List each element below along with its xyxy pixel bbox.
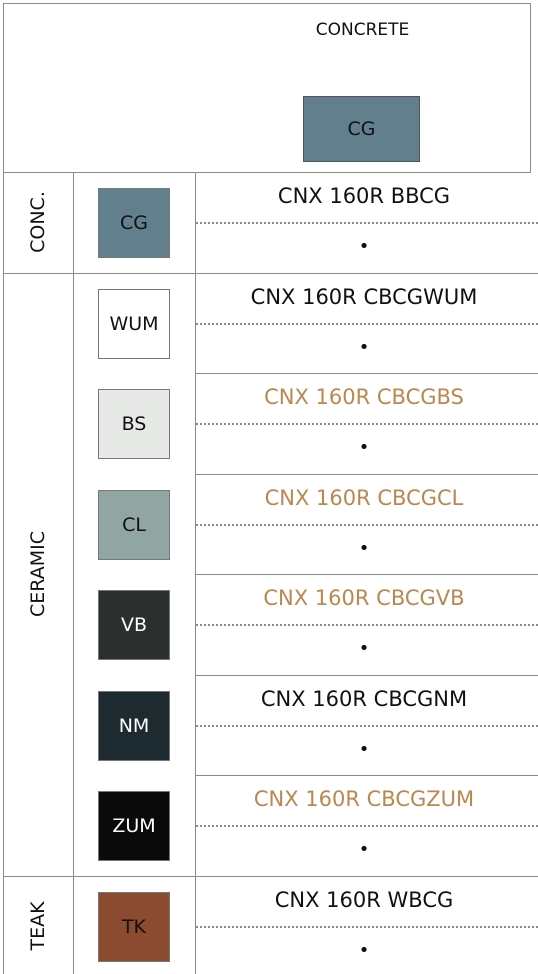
- group-label: CERAMIC: [27, 531, 49, 617]
- bullet: •: [358, 336, 370, 358]
- dotted-divider: [196, 624, 538, 626]
- swatch: VB: [98, 590, 170, 660]
- bullet: •: [358, 939, 370, 961]
- swatch: ZUM: [98, 791, 170, 861]
- bullet: •: [358, 839, 370, 860]
- swatch: CG: [98, 188, 170, 258]
- group-divider: [3, 272, 538, 274]
- dotted-divider: [196, 825, 538, 827]
- row-divider: [195, 373, 538, 374]
- border: [3, 3, 4, 974]
- group-label: CONC.: [27, 191, 49, 254]
- product-code: CNX 160R CBCGBS: [264, 385, 464, 409]
- row-divider: [195, 775, 538, 776]
- product-code: CNX 160R BBCG: [277, 184, 451, 208]
- border: [3, 172, 531, 173]
- border: [73, 172, 74, 974]
- swatch: CL: [98, 489, 170, 560]
- bullet: •: [358, 236, 370, 257]
- dotted-divider: [196, 925, 538, 928]
- group-divider: [3, 875, 538, 877]
- row-divider: [195, 574, 538, 575]
- bullet: •: [358, 437, 370, 458]
- swatch: NM: [98, 690, 170, 761]
- dotted-divider: [196, 322, 538, 325]
- row-divider: [195, 674, 538, 676]
- header-title: CONCRETE: [315, 20, 410, 40]
- product-code: CNX 160R CBCGZUM: [253, 787, 475, 811]
- bullet: •: [358, 738, 370, 760]
- swatch: TK: [98, 891, 170, 962]
- swatch: WUM: [98, 288, 170, 359]
- dotted-divider: [196, 523, 538, 526]
- product-code: CNX 160R CBCGCL: [264, 485, 464, 510]
- bullet: •: [358, 537, 370, 559]
- dotted-divider: [196, 423, 538, 425]
- header-swatch: CG: [303, 96, 420, 162]
- product-code: CNX 160R WBCG: [274, 887, 454, 912]
- row-divider: [195, 473, 538, 475]
- border: [530, 3, 531, 173]
- border: [195, 172, 196, 974]
- dotted-divider: [196, 222, 538, 224]
- product-code: CNX 160R CBCGVB: [263, 586, 465, 610]
- product-code: CNX 160R CBCGNM: [260, 686, 468, 711]
- border: [3, 3, 531, 4]
- group-label: TEAK: [27, 901, 49, 951]
- swatch: BS: [98, 389, 170, 459]
- dotted-divider: [196, 724, 538, 727]
- bullet: •: [358, 638, 370, 659]
- product-code: CNX 160R CBCGWUM: [250, 284, 478, 309]
